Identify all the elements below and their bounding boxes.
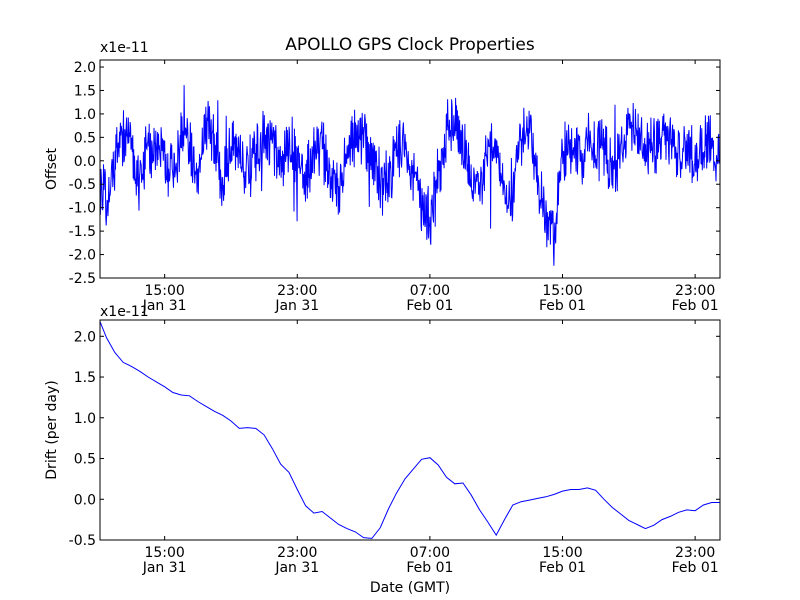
drift-x-tick-time: 15:00 [144, 545, 184, 561]
offset-y-tick-label: 1.0 [74, 107, 96, 123]
drift-x-tick-date: Jan 31 [142, 560, 187, 576]
offset-x-tick-time: 15:00 [144, 283, 184, 299]
offset-y-tick-label: 0.0 [74, 154, 96, 170]
drift-x-axis-label: Date (GMT) [370, 580, 450, 596]
drift-x-tick-time: 15:00 [542, 545, 582, 561]
offset-x-tick-date: Jan 31 [274, 298, 319, 314]
drift-y-tick-label: 1.5 [74, 370, 96, 386]
drift-y-axis-label: Drift (per day) [44, 380, 60, 479]
drift-x-tick-date: Feb 01 [539, 560, 586, 576]
drift-y-tick-label: 0.0 [74, 492, 96, 508]
offset-x-tick-date: Feb 01 [539, 298, 586, 314]
offset-y-tick-label: -2.0 [69, 248, 96, 264]
offset-offset-text: x1e-11 [100, 40, 149, 56]
offset-y-axis-label: Offset [44, 147, 60, 190]
chart-title: APOLLO GPS Clock Properties [285, 35, 535, 55]
offset-y-tick-label: -1.5 [69, 224, 96, 240]
offset-y-tick-label: 0.5 [74, 130, 96, 146]
offset-x-tick-time: 23:00 [675, 283, 715, 299]
offset-x-tick-time: 07:00 [410, 283, 450, 299]
drift-y-tick-label: 0.5 [74, 452, 96, 468]
drift-y-tick-label: 2.0 [74, 329, 96, 345]
offset-y-tick-label: -2.5 [69, 271, 96, 287]
offset-series-line [99, 85, 721, 266]
drift-y-ticks: -0.5 0.0 0.5 1.0 1.5 2.0 [69, 329, 720, 549]
offset-x-tick-date: Feb 01 [406, 298, 453, 314]
offset-y-tick-label: 1.5 [74, 83, 96, 99]
drift-x-tick-time: 23:00 [675, 545, 715, 561]
drift-series-line [99, 321, 720, 539]
offset-y-tick-label: 2.0 [74, 60, 96, 76]
drift-y-tick-label: 1.0 [74, 411, 96, 427]
offset-x-tick-date: Feb 01 [672, 298, 719, 314]
offset-x-tick-time: 23:00 [277, 283, 317, 299]
drift-offset-text: x1e-11 [100, 304, 149, 320]
drift-x-tick-time: 23:00 [277, 545, 317, 561]
offset-x-tick-date: Jan 31 [142, 298, 187, 314]
offset-panel: -2.5 -2.0 -1.5 -1.0 -0.5 0.0 0.5 1.0 1.5 2.0 15:0… [44, 40, 721, 314]
offset-y-tick-label: -0.5 [69, 177, 96, 193]
drift-x-tick-date: Feb 01 [672, 560, 719, 576]
drift-x-tick-time: 07:00 [410, 545, 450, 561]
drift-x-tick-date: Jan 31 [274, 560, 319, 576]
drift-axes-frame [99, 319, 721, 541]
offset-y-ticks: -2.5 -2.0 -1.5 -1.0 -0.5 0.0 0.5 1.0 1.5 2.0 [69, 60, 720, 287]
offset-y-tick-label: -1.0 [69, 201, 96, 217]
offset-axes-frame [99, 59, 721, 279]
drift-x-tick-date: Feb 01 [406, 560, 453, 576]
offset-x-tick-time: 15:00 [542, 283, 582, 299]
drift-y-tick-label: -0.5 [69, 533, 96, 549]
